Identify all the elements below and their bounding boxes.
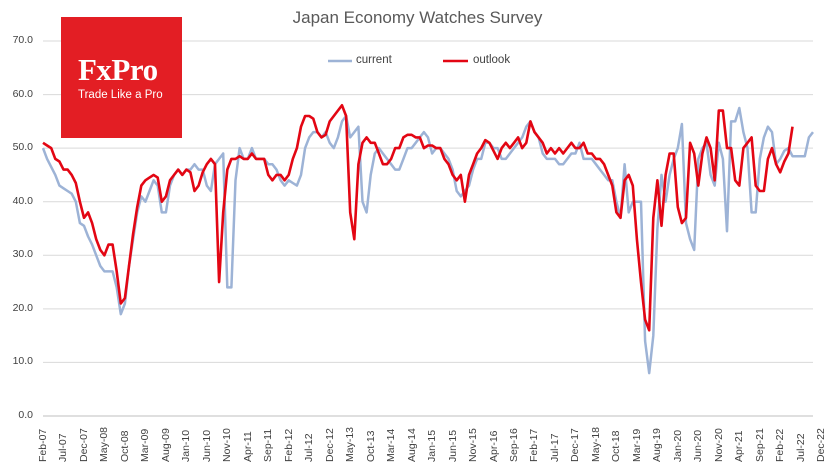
x-tick-label: Nov-10: [221, 428, 234, 462]
x-tick-label: Jun-20: [692, 429, 705, 462]
x-tick-label: Feb-17: [528, 428, 541, 462]
logo-tagline: Trade Like a Pro: [78, 89, 163, 101]
x-tick-label: Feb-07: [37, 428, 49, 462]
x-tick-label: Feb-22: [774, 428, 787, 462]
x-tick-label: Sep-21: [753, 428, 766, 462]
y-tick-label: 20.0: [12, 301, 33, 314]
x-tick-label: Apr-11: [241, 431, 254, 462]
x-tick-label: Nov-20: [712, 428, 725, 462]
logo-brand: FxPro: [78, 52, 158, 87]
x-tick-label: Jan-15: [426, 429, 439, 462]
x-tick-label: Aug-09: [159, 428, 172, 462]
x-tick-label: May-13: [344, 426, 357, 462]
x-tick-label: Apr-16: [487, 430, 500, 462]
x-tick-label: Jun-15: [446, 429, 459, 462]
x-tick-label: Jul-22: [794, 433, 807, 462]
y-tick-label: 60.0: [12, 87, 33, 100]
y-tick-label: 50.0: [12, 141, 33, 154]
x-tick-label: Aug-19: [651, 428, 664, 462]
x-tick-label: Dec-12: [323, 428, 336, 462]
fxpro-logo: FxPro Trade Like a Pro: [61, 17, 182, 138]
x-tick-label: Jul-07: [57, 433, 70, 462]
y-tick-label: 10.0: [12, 355, 33, 368]
series-lines: [41, 104, 814, 375]
y-tick-label: 40.0: [12, 194, 33, 207]
series-line-current: [41, 106, 814, 375]
x-tick-label: Mar-09: [139, 428, 152, 462]
x-tick-label: Sep-11: [262, 428, 275, 462]
chart-title: Japan Economy Watches Survey: [292, 8, 543, 27]
series-line-outlook: [42, 104, 794, 332]
x-tick-label: Mar-14: [385, 428, 398, 462]
x-tick-label: Jun-10: [200, 429, 213, 462]
y-tick-label: 0.0: [18, 409, 33, 421]
x-tick-label: Oct-18: [610, 430, 623, 462]
x-tick-label: Dec-22: [815, 428, 828, 462]
legend-label-outlook: outlook: [473, 54, 511, 66]
x-tick-label: Mar-19: [630, 428, 643, 462]
x-tick-label: Oct-08: [118, 430, 131, 462]
x-tick-label: Nov-15: [467, 428, 480, 462]
legend-label-current: current: [356, 54, 392, 66]
x-tick-label: Dec-07: [77, 428, 90, 462]
x-tick-label: May-08: [98, 426, 111, 462]
x-tick-label: Jul-12: [303, 433, 316, 462]
x-tick-label: Feb-12: [282, 428, 295, 462]
x-tick-label: Jan-10: [180, 429, 193, 462]
x-tick-label: Oct-13: [364, 430, 377, 462]
x-tick-label: Jul-17: [548, 433, 561, 462]
x-tick-label: Jan-20: [671, 429, 684, 462]
y-tick-label: 70.0: [12, 34, 33, 46]
x-tick-label: Aug-14: [405, 428, 418, 462]
x-tick-label: Sep-16: [508, 428, 520, 462]
x-tick-label: May-18: [589, 426, 602, 462]
y-tick-label: 30.0: [12, 248, 33, 261]
x-tick-label: Apr-21: [733, 430, 746, 462]
x-tick-label: Dec-17: [569, 428, 582, 462]
